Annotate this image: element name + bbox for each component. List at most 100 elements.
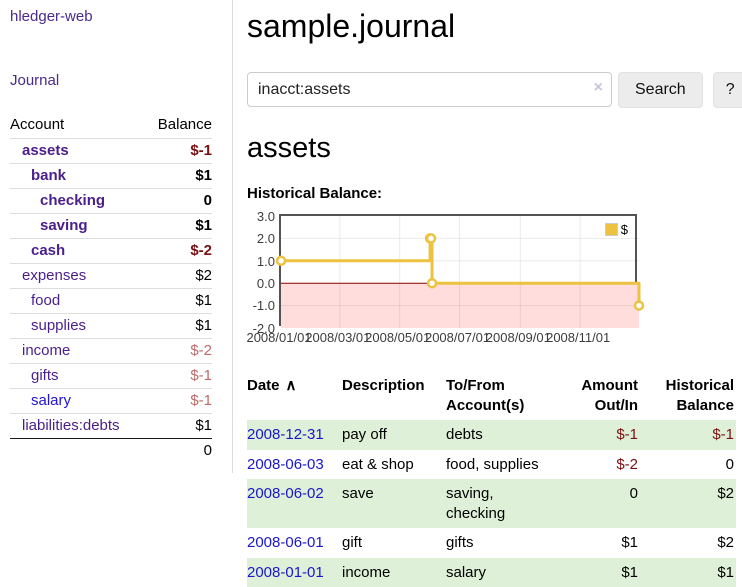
register-header-row: Date ∧ Description To/From Account(s) Amo…	[247, 374, 736, 421]
app-title-link[interactable]: hledger-web	[10, 8, 93, 25]
legend-swatch-icon	[604, 222, 618, 236]
account-balance: $-2	[145, 338, 212, 364]
x-axis-tick-label: 2008/11/01	[546, 329, 611, 345]
transaction-accounts: salary	[446, 557, 566, 587]
transaction-date-cell: 2008-06-02	[247, 479, 342, 529]
y-axis-tick-label: 3.0	[256, 208, 275, 224]
accounts-total-row: 0	[10, 438, 212, 463]
account-balance: $1	[145, 163, 212, 189]
sort-ascending-icon: ∧	[285, 376, 297, 394]
account-link[interactable]: saving	[40, 217, 88, 234]
transaction-balance: $1	[646, 557, 736, 587]
transaction-balance: $-1	[646, 420, 736, 450]
account-row: salary $-1	[10, 388, 212, 414]
account-row: supplies $1	[10, 313, 212, 339]
register-header-balance: Historical Balance	[665, 376, 734, 415]
register-table: Date ∧ Description To/From Account(s) Amo…	[247, 374, 736, 587]
transaction-amount: $1	[566, 557, 646, 587]
clear-search-icon[interactable]: ×	[593, 79, 603, 97]
register-header-date[interactable]: Date ∧	[247, 374, 342, 421]
accounts-total-spacer	[10, 438, 146, 463]
account-balance: $1	[145, 213, 212, 239]
account-balance: $-1	[145, 388, 212, 414]
help-button[interactable]: ?	[712, 71, 742, 108]
sidebar-nav: Journal	[10, 72, 222, 90]
account-balance: $2	[145, 263, 212, 289]
transaction-balance: $2	[646, 479, 736, 529]
account-row: checking 0	[10, 188, 212, 214]
account-row: income $-2	[10, 338, 212, 364]
y-axis-tick-label: 2.0	[256, 231, 275, 247]
account-link[interactable]: checking	[40, 192, 106, 209]
app-title: hledger-web	[10, 8, 222, 26]
transaction-date-cell: 2008-01-01	[247, 557, 342, 587]
accounts-table: Account Balance assets $-1 bank $1 checking 0…	[10, 112, 212, 463]
account-row: liabilities:debts $1	[10, 413, 212, 439]
transaction-date-cell: 2008-12-31	[247, 420, 342, 450]
transaction-row: 2008-01-01 income salary $1 $1	[247, 557, 736, 587]
transaction-balance: $2	[717, 534, 734, 552]
legend-label: $	[620, 221, 628, 237]
transaction-date-cell: 2008-06-01	[247, 528, 342, 558]
data-point-marker	[425, 232, 437, 244]
account-link[interactable]: cash	[31, 242, 66, 259]
account-link[interactable]: salary	[31, 392, 72, 409]
search-input[interactable]	[247, 72, 612, 108]
search-box: ×	[247, 72, 612, 108]
transaction-amount: $-2	[616, 455, 638, 473]
transaction-row: 2008-06-03 eat & shop food, supplies $-2 0	[247, 450, 736, 480]
accounts-header-account: Account	[10, 116, 65, 133]
account-link[interactable]: food	[31, 292, 61, 309]
transaction-row: 2008-06-02 save saving, checking 0 $2	[247, 479, 736, 529]
account-link[interactable]: supplies	[31, 317, 87, 334]
x-axis-tick-label: 2008/01/01	[246, 329, 312, 345]
page-title: sample.journal	[247, 8, 456, 44]
account-balance: $1	[145, 313, 212, 339]
date-header-label: Date	[247, 376, 280, 394]
transaction-date-cell: 2008-06-03	[247, 450, 342, 480]
sidebar-item-journal[interactable]: Journal	[10, 72, 60, 89]
search-form: × Search ?	[247, 71, 742, 108]
accounts-header-row: Account Balance	[10, 112, 212, 139]
transaction-date-link[interactable]: 2008-06-02	[247, 485, 324, 503]
transaction-description: save	[342, 479, 446, 529]
account-balance: $1	[145, 413, 212, 439]
account-balance: $-2	[145, 238, 212, 264]
data-point-marker	[633, 300, 645, 311]
account-link[interactable]: gifts	[31, 367, 59, 384]
account-row: assets $-1	[10, 138, 212, 164]
chart-title: Historical Balance:	[247, 184, 383, 202]
account-link[interactable]: liabilities:debts	[22, 417, 120, 434]
y-axis-tick-label: 1.0	[256, 253, 275, 269]
transaction-balance: 0	[725, 455, 734, 473]
account-row: food $1	[10, 288, 212, 314]
search-button[interactable]: Search	[618, 71, 703, 108]
account-link[interactable]: assets	[22, 142, 69, 159]
data-point-marker	[275, 255, 287, 266]
transaction-accounts: debts	[446, 420, 566, 450]
negative-region	[281, 282, 639, 328]
data-point-marker	[426, 277, 438, 289]
transaction-date-link[interactable]: 2008-06-01	[247, 534, 324, 552]
transaction-amount: $1	[621, 534, 638, 552]
account-balance: 0	[145, 188, 212, 214]
register-header-description: Description	[342, 376, 425, 394]
account-balance: $-1	[145, 363, 212, 389]
account-row: gifts $-1	[10, 363, 212, 389]
account-link[interactable]: income	[22, 342, 71, 359]
transaction-date-link[interactable]: 2008-01-01	[247, 563, 324, 581]
y-axis-tick-label: -2.0	[252, 320, 275, 336]
main-content: sample.journal × Search ? assets Histori…	[233, 0, 742, 587]
transaction-date-link[interactable]: 2008-12-31	[247, 426, 324, 444]
account-link[interactable]: expenses	[22, 267, 87, 284]
chart-plot-area: $ 3.0 2.0 1.0 0.0 -1.0 -2.0	[253, 209, 645, 336]
transaction-description: gift	[342, 534, 363, 552]
transaction-row: 2008-12-31 pay off debts $-1 $-1	[247, 420, 736, 450]
y-axis-tick-label: -1.0	[252, 298, 275, 314]
balance-chart: $ 3.0 2.0 1.0 0.0 -1.0 -2.0 2008/01/01 2008/03…	[246, 209, 742, 348]
transaction-date-link[interactable]: 2008-06-03	[247, 455, 324, 473]
chart-legend: $	[602, 220, 630, 238]
register-header-amount: Amount Out/In	[581, 376, 638, 415]
account-link[interactable]: bank	[31, 167, 67, 184]
